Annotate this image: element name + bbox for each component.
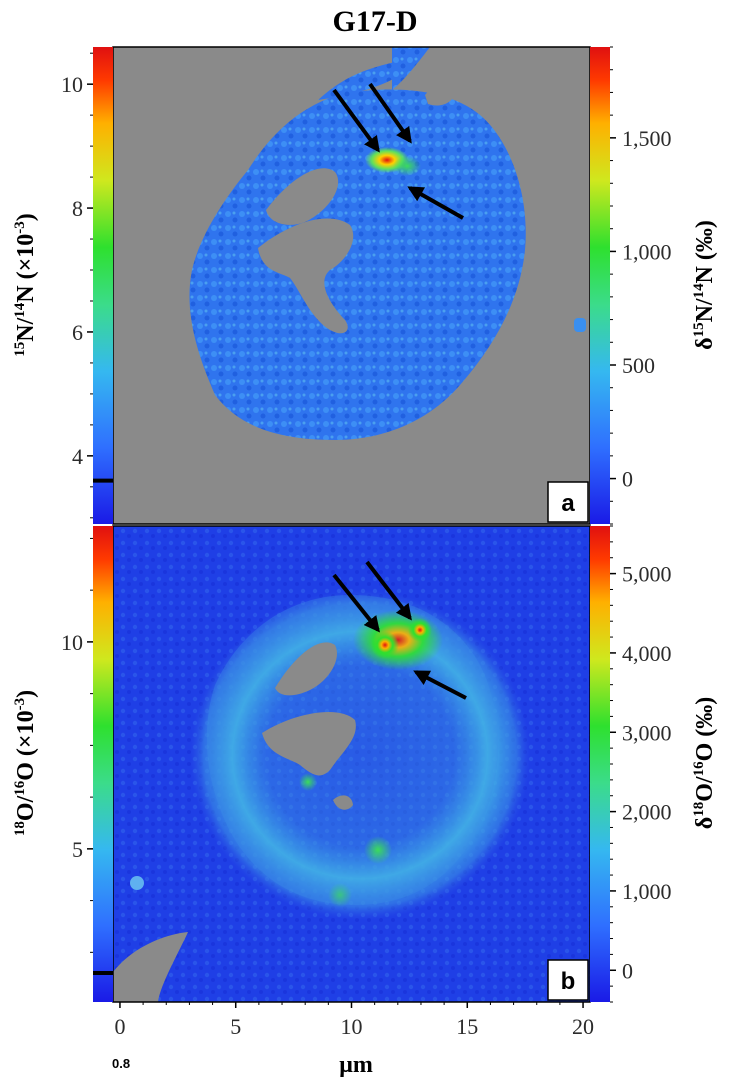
left-tick-label: 8 <box>72 196 83 221</box>
x-tick-label: 10 <box>341 1014 363 1039</box>
panel-a-right-colorbar <box>590 47 610 524</box>
panel-b-spot-1 <box>364 836 392 864</box>
panel-a-arrow-3 <box>407 186 464 220</box>
panel-b-spot-2 <box>299 773 317 791</box>
right-tick-label: 5,000 <box>622 562 672 587</box>
panel-a-hole-1 <box>266 168 339 225</box>
panel-b-label-box <box>547 959 589 1001</box>
right-tick-label: 1,000 <box>622 879 672 904</box>
panel-a-left-colorbar <box>93 47 113 524</box>
right-tick-label: 3,000 <box>622 720 672 745</box>
x-axis-label: µm <box>339 1052 373 1078</box>
left-tick-label: 6 <box>72 320 83 345</box>
panel-b-hole-1 <box>275 642 338 696</box>
panel-b-spot-3 <box>328 883 352 907</box>
panel-a-grain-strip <box>392 47 430 90</box>
right-tick-label: 4,000 <box>622 641 672 666</box>
panel-b-arrow-2 <box>365 560 412 621</box>
panel-b: b <box>112 525 591 1003</box>
panel-a-grain <box>189 89 526 440</box>
left-tick-label: 4 <box>72 444 83 469</box>
left-tick-label: 10 <box>61 630 83 655</box>
panel-b-hole-2 <box>262 711 356 776</box>
right-tick-label: 0 <box>622 467 633 492</box>
panel-a-label: a <box>561 490 575 517</box>
panel-a-hotspot-2 <box>393 156 421 176</box>
right-tick-label: 2,000 <box>622 800 672 825</box>
panel-a-arrow-2 <box>368 82 412 144</box>
panel-a-right-axis-label: δ15N/14N (‰) <box>691 220 718 350</box>
panel-b-right-colorbar <box>590 526 610 1002</box>
panel-a-left-axis-label: 15N/14N (×10-3) <box>12 213 39 357</box>
figure-title: G17-D <box>333 5 418 38</box>
panel-b-arrow-1 <box>332 573 380 633</box>
x-tick-label: 5 <box>230 1014 241 1039</box>
corner-note: 0.8 <box>112 1056 130 1071</box>
left-tick-label: 10 <box>61 72 83 97</box>
right-tick-label: 0 <box>622 958 633 983</box>
panel-a-label-box <box>547 481 589 523</box>
x-tick-label: 0 <box>114 1014 125 1039</box>
left-tick-label: 5 <box>72 837 83 862</box>
panel-b-left-colorbar <box>93 526 113 1002</box>
right-tick-label: 500 <box>622 353 655 378</box>
panel-a-hole-3 <box>425 84 456 106</box>
panel-a-hole-2 <box>258 218 354 334</box>
axis-ticks: 108641,5001,00050001055,0004,0003,0002,0… <box>61 46 672 1039</box>
right-tick-label: 1,000 <box>622 239 672 264</box>
panel-b-edge-spot <box>130 876 144 890</box>
panel-b-arrow-3 <box>413 670 467 700</box>
right-tick-label: 1,500 <box>622 126 672 151</box>
panel-b-hotspot-1 <box>371 631 399 659</box>
panel-a: a <box>112 46 591 525</box>
panel-b-hotspot-2 <box>408 618 432 642</box>
panel-b-grain-ring <box>190 590 530 920</box>
panel-b-hole-3 <box>333 795 353 810</box>
panel-b-grain-body <box>206 595 499 905</box>
panel-a-arrow-1 <box>332 88 380 153</box>
panel-b-left-axis-label: 18O/16O (×10-3) <box>12 690 39 836</box>
panel-b-hole-corner <box>113 932 188 1002</box>
panel-a-grain-streak <box>318 60 411 100</box>
panel-a-edge-speck <box>574 318 586 332</box>
panel-b-label: b <box>561 968 576 995</box>
x-tick-label: 15 <box>456 1014 478 1039</box>
panel-b-right-axis-label: δ18O/16O (‰) <box>691 697 718 829</box>
x-tick-label: 20 <box>572 1014 594 1039</box>
